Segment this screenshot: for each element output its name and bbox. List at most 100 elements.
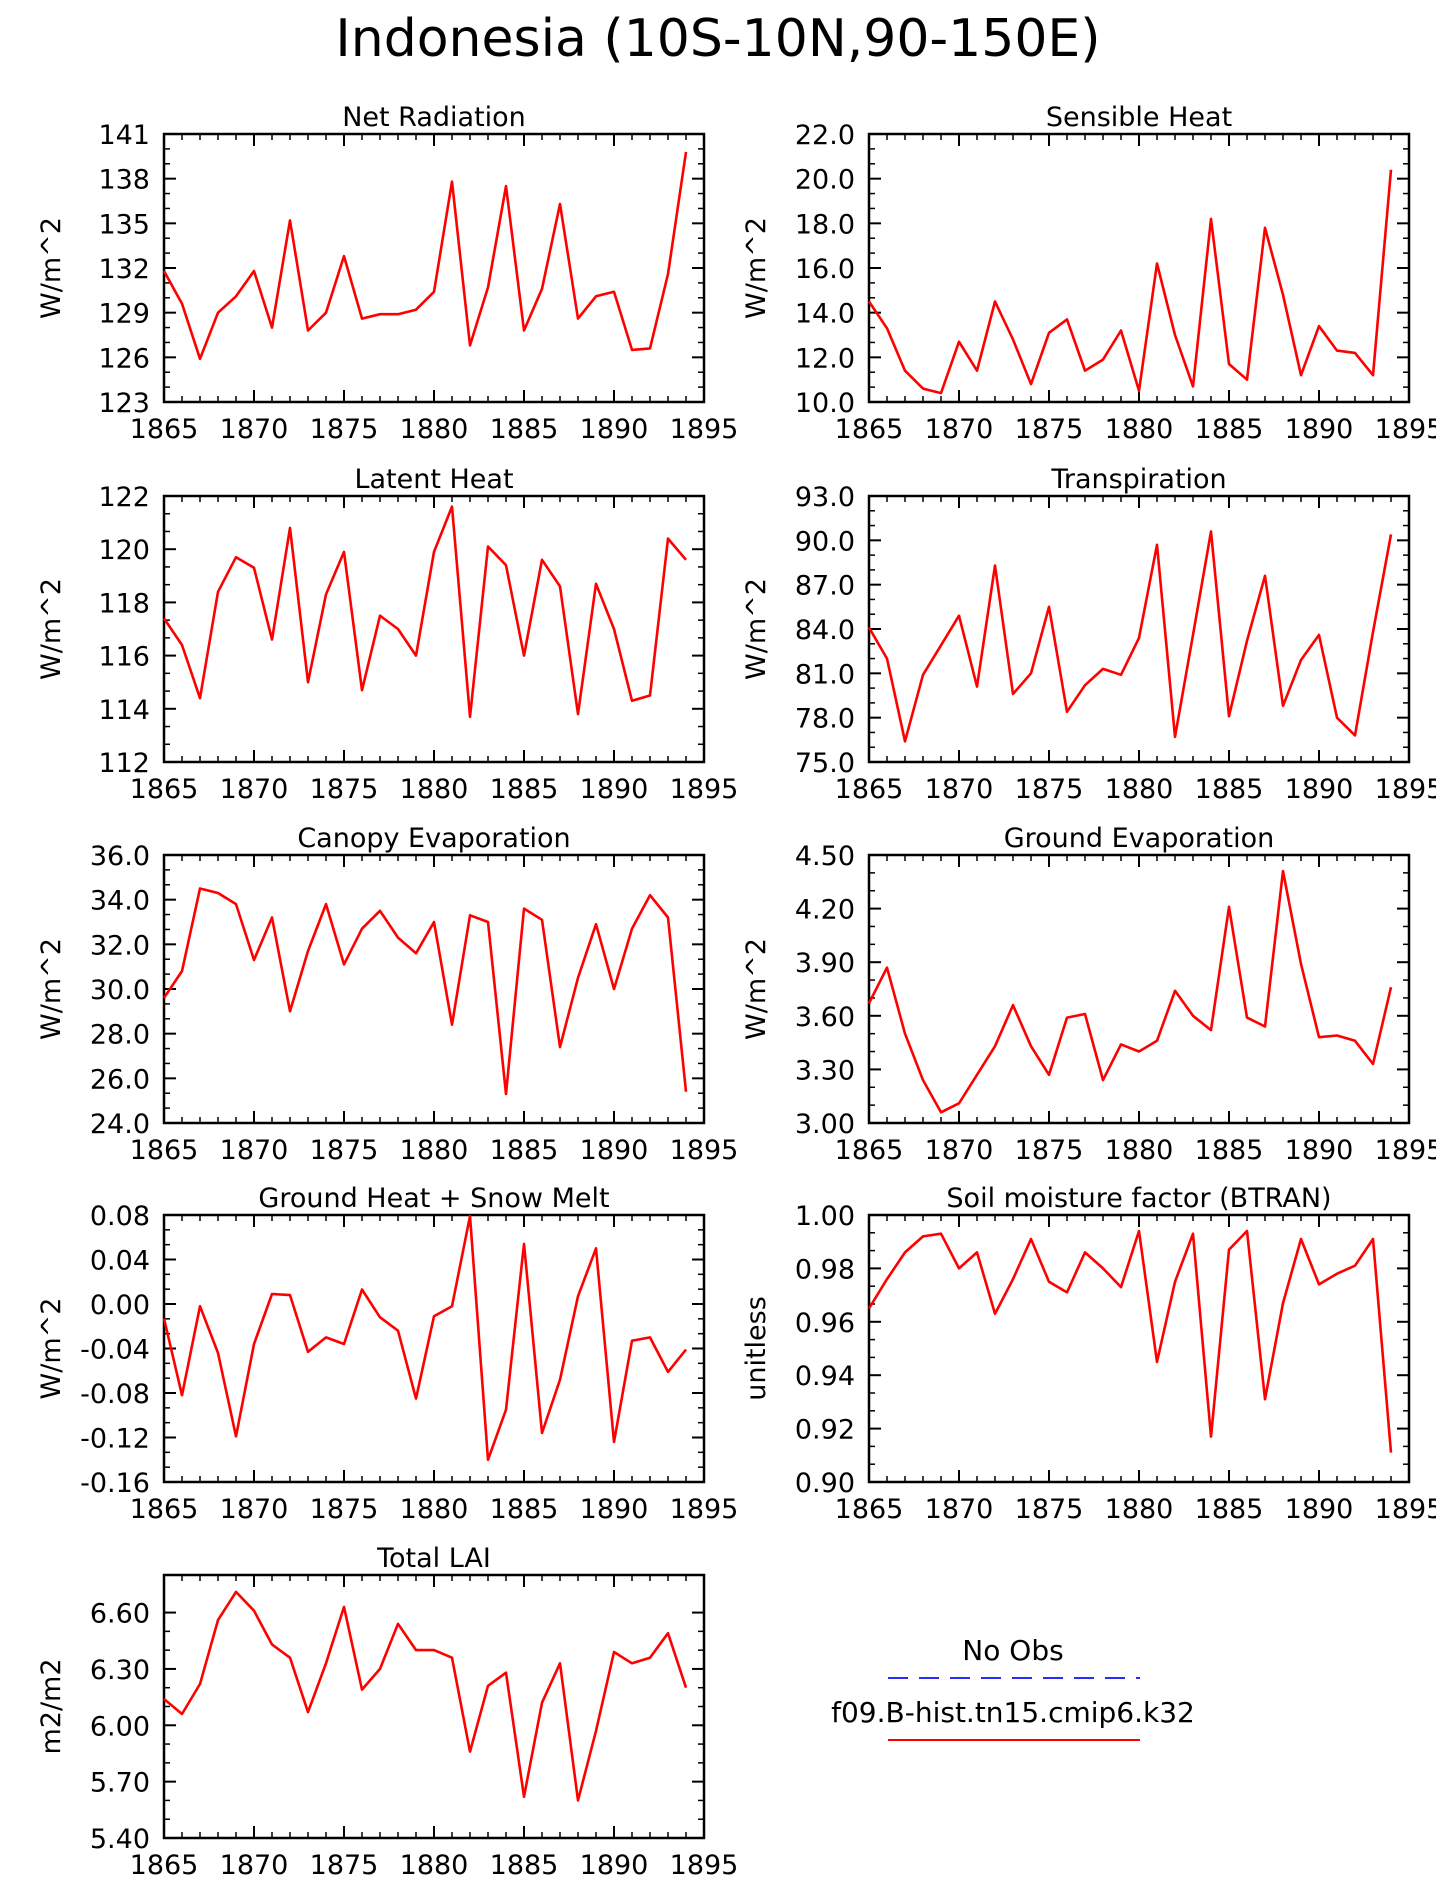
legend: No Obs f09.B-hist.tn15.cmip6.k32 <box>831 1634 1195 1741</box>
y-tick-label: 132 <box>98 254 150 285</box>
chart-title: Sensible Heat <box>1046 102 1232 133</box>
x-tick-label: 1865 <box>130 774 199 805</box>
x-tick-label: 1870 <box>925 1135 994 1166</box>
x-tick-label: 1865 <box>835 1135 904 1166</box>
chart-panel: Canopy Evaporation W/m^2 1865 1870 1875 1880 1… <box>36 823 738 1166</box>
y-tick-label: 123 <box>98 388 150 419</box>
chart-panel: Latent Heat W/m^2 1865 1870 1875 1880 1885 1890… <box>36 464 738 805</box>
x-tick-label: 1880 <box>1105 774 1174 805</box>
x-tick-label: 1885 <box>490 1135 559 1166</box>
x-tick-label: 1870 <box>925 774 994 805</box>
series-line <box>162 151 688 361</box>
y-tick-label: 126 <box>98 343 150 374</box>
series-line <box>867 530 1393 743</box>
chart-title: Latent Heat <box>354 464 513 495</box>
x-tick-label: 1880 <box>400 414 469 445</box>
y-tick-label: 0.90 <box>795 1468 855 1499</box>
x-tick-label: 1875 <box>310 1850 379 1881</box>
y-tick-label: 141 <box>98 120 150 151</box>
x-tick-label: 1895 <box>670 414 739 445</box>
y-tick-label: 32.0 <box>90 930 150 961</box>
x-tick-label: 1885 <box>490 1494 559 1525</box>
y-tick-label: 120 <box>98 535 150 566</box>
y-axis-label: W/m^2 <box>741 938 772 1040</box>
y-tick-label: 28.0 <box>90 1020 150 1051</box>
x-tick-label: 1870 <box>220 1850 289 1881</box>
y-axis-label: W/m^2 <box>36 217 67 319</box>
y-tick-label: 18.0 <box>795 209 855 240</box>
series-line <box>867 1229 1393 1453</box>
y-tick-label: 75.0 <box>795 748 855 779</box>
y-tick-label: 87.0 <box>795 571 855 602</box>
chart-panels: Net Radiation W/m^2 1865 1870 1875 1880 1885 18… <box>36 102 1436 1881</box>
y-tick-label: 6.60 <box>90 1599 150 1630</box>
y-axis-label: W/m^2 <box>36 938 67 1040</box>
y-tick-label: 3.90 <box>795 948 855 979</box>
y-tick-label: 118 <box>98 588 150 619</box>
y-tick-label: 0.98 <box>795 1254 855 1285</box>
plot-frame <box>867 132 1411 404</box>
x-tick-label: 1885 <box>1195 1494 1264 1525</box>
x-tick-label: 1870 <box>220 1494 289 1525</box>
chart-title: Canopy Evaporation <box>297 823 570 854</box>
x-tick-label: 1890 <box>580 414 649 445</box>
chart-panel: Ground Evaporation W/m^2 1865 1870 1875 1880 1… <box>741 823 1436 1166</box>
x-tick-label: 1885 <box>490 1850 559 1881</box>
x-tick-label: 1890 <box>580 1135 649 1166</box>
x-tick-label: 1870 <box>220 1135 289 1166</box>
x-tick-label: 1865 <box>835 774 904 805</box>
x-tick-label: 1890 <box>580 1494 649 1525</box>
chart-panel: Soil moisture factor (BTRAN) unitless 1865… <box>741 1183 1436 1525</box>
y-tick-label: 3.00 <box>795 1109 855 1140</box>
y-tick-label: 20.0 <box>795 165 855 196</box>
chart-title: Transpiration <box>1050 464 1226 495</box>
x-tick-label: 1885 <box>1195 414 1264 445</box>
x-tick-label: 1875 <box>1015 1494 1084 1525</box>
y-tick-label: -0.08 <box>80 1379 150 1410</box>
plot-frame <box>867 853 1411 1125</box>
y-tick-label: 4.20 <box>795 895 855 926</box>
x-tick-label: 1865 <box>130 1850 199 1881</box>
x-tick-label: 1880 <box>400 1494 469 1525</box>
plot-frame <box>162 132 706 404</box>
y-tick-label: 0.92 <box>795 1415 855 1446</box>
y-tick-label: 84.0 <box>795 615 855 646</box>
x-tick-label: 1880 <box>400 1135 469 1166</box>
y-tick-label: 0.00 <box>90 1290 150 1321</box>
y-tick-label: 114 <box>98 695 150 726</box>
x-tick-label: 1870 <box>925 414 994 445</box>
x-tick-label: 1870 <box>925 1494 994 1525</box>
x-tick-label: 1895 <box>1375 1135 1436 1166</box>
y-tick-label: 22.0 <box>795 120 855 151</box>
chart-panel: Total LAI m2/m2 1865 1870 1875 1880 1885 1890 18… <box>36 1543 738 1881</box>
y-tick-label: 5.40 <box>90 1824 150 1855</box>
x-tick-label: 1875 <box>1015 1135 1084 1166</box>
x-tick-label: 1875 <box>310 1135 379 1166</box>
y-tick-label: 0.04 <box>90 1246 150 1277</box>
series-line <box>162 887 688 1096</box>
chart-title: Total LAI <box>376 1543 491 1574</box>
x-tick-label: 1865 <box>835 1494 904 1525</box>
x-tick-label: 1880 <box>400 1850 469 1881</box>
y-tick-label: 4.50 <box>795 841 855 872</box>
chart-title: Ground Heat + Snow Melt <box>258 1183 609 1214</box>
x-tick-label: 1895 <box>1375 774 1436 805</box>
y-tick-label: 116 <box>98 642 150 673</box>
x-tick-label: 1875 <box>310 774 379 805</box>
series-line <box>162 1214 688 1462</box>
y-tick-label: 1.00 <box>795 1201 855 1232</box>
chart-title: Ground Evaporation <box>1004 823 1275 854</box>
x-tick-label: 1890 <box>580 774 649 805</box>
x-tick-label: 1890 <box>1285 414 1354 445</box>
chart-title: Soil moisture factor (BTRAN) <box>946 1183 1331 1214</box>
plot-frame <box>162 853 706 1125</box>
chart-panel: Ground Heat + Snow Melt W/m^2 1865 1870 1875… <box>36 1183 738 1525</box>
x-tick-label: 1885 <box>1195 774 1264 805</box>
y-tick-label: 112 <box>98 748 150 779</box>
y-axis-label: m2/m2 <box>36 1658 67 1754</box>
x-tick-label: 1875 <box>310 414 379 445</box>
y-tick-label: 0.96 <box>795 1308 855 1339</box>
x-tick-label: 1865 <box>130 414 199 445</box>
y-tick-label: 3.60 <box>795 1002 855 1033</box>
series-line <box>163 1590 688 1802</box>
